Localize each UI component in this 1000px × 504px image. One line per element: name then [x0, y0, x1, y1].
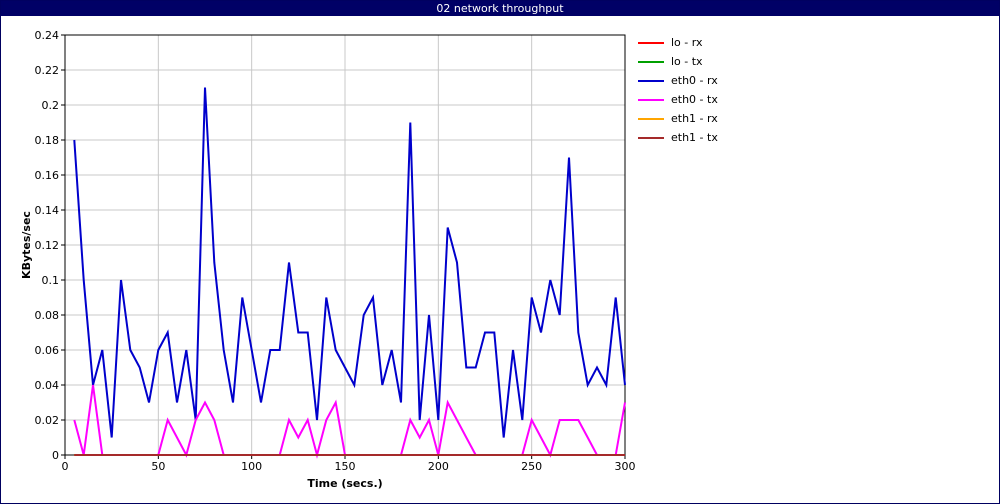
- y-tick-label: 0.1: [42, 274, 60, 287]
- legend-swatch: [638, 80, 664, 82]
- y-tick-label: 0.24: [35, 29, 60, 42]
- x-tick-label: 300: [615, 460, 636, 473]
- y-tick-label: 0.16: [35, 169, 60, 182]
- x-tick-label: 250: [521, 460, 542, 473]
- x-axis-title: Time (secs.): [307, 477, 382, 490]
- y-tick-label: 0.06: [35, 344, 60, 357]
- legend-swatch: [638, 118, 664, 120]
- y-tick-label: 0.08: [35, 309, 60, 322]
- legend-swatch: [638, 137, 664, 139]
- legend-label: eth0 - tx: [671, 93, 718, 106]
- legend-label: eth1 - tx: [671, 131, 718, 144]
- legend-swatch: [638, 42, 664, 44]
- x-tick-label: 200: [428, 460, 449, 473]
- y-tick-label: 0.14: [35, 204, 60, 217]
- y-tick-label: 0.12: [35, 239, 60, 252]
- legend-swatch: [638, 61, 664, 63]
- chart-title: 02 network throughput: [1, 1, 999, 16]
- y-tick-label: 0.04: [35, 379, 60, 392]
- x-tick-label: 0: [62, 460, 69, 473]
- y-tick-label: 0.18: [35, 134, 60, 147]
- legend-label: eth0 - rx: [671, 74, 718, 87]
- legend-label: eth1 - rx: [671, 112, 718, 125]
- legend-label: lo - rx: [671, 36, 703, 49]
- y-tick-label: 0.02: [35, 414, 60, 427]
- legend-label: lo - tx: [671, 55, 703, 68]
- x-tick-label: 50: [151, 460, 165, 473]
- y-tick-label: 0: [52, 449, 59, 462]
- x-tick-label: 150: [335, 460, 356, 473]
- x-tick-label: 100: [241, 460, 262, 473]
- y-tick-label: 0.2: [42, 99, 60, 112]
- series-line-eth0-rx: [73, 87, 626, 438]
- y-tick-label: 0.22: [35, 64, 60, 77]
- y-axis-title: KBytes/sec: [20, 211, 33, 279]
- legend-swatch: [638, 99, 664, 101]
